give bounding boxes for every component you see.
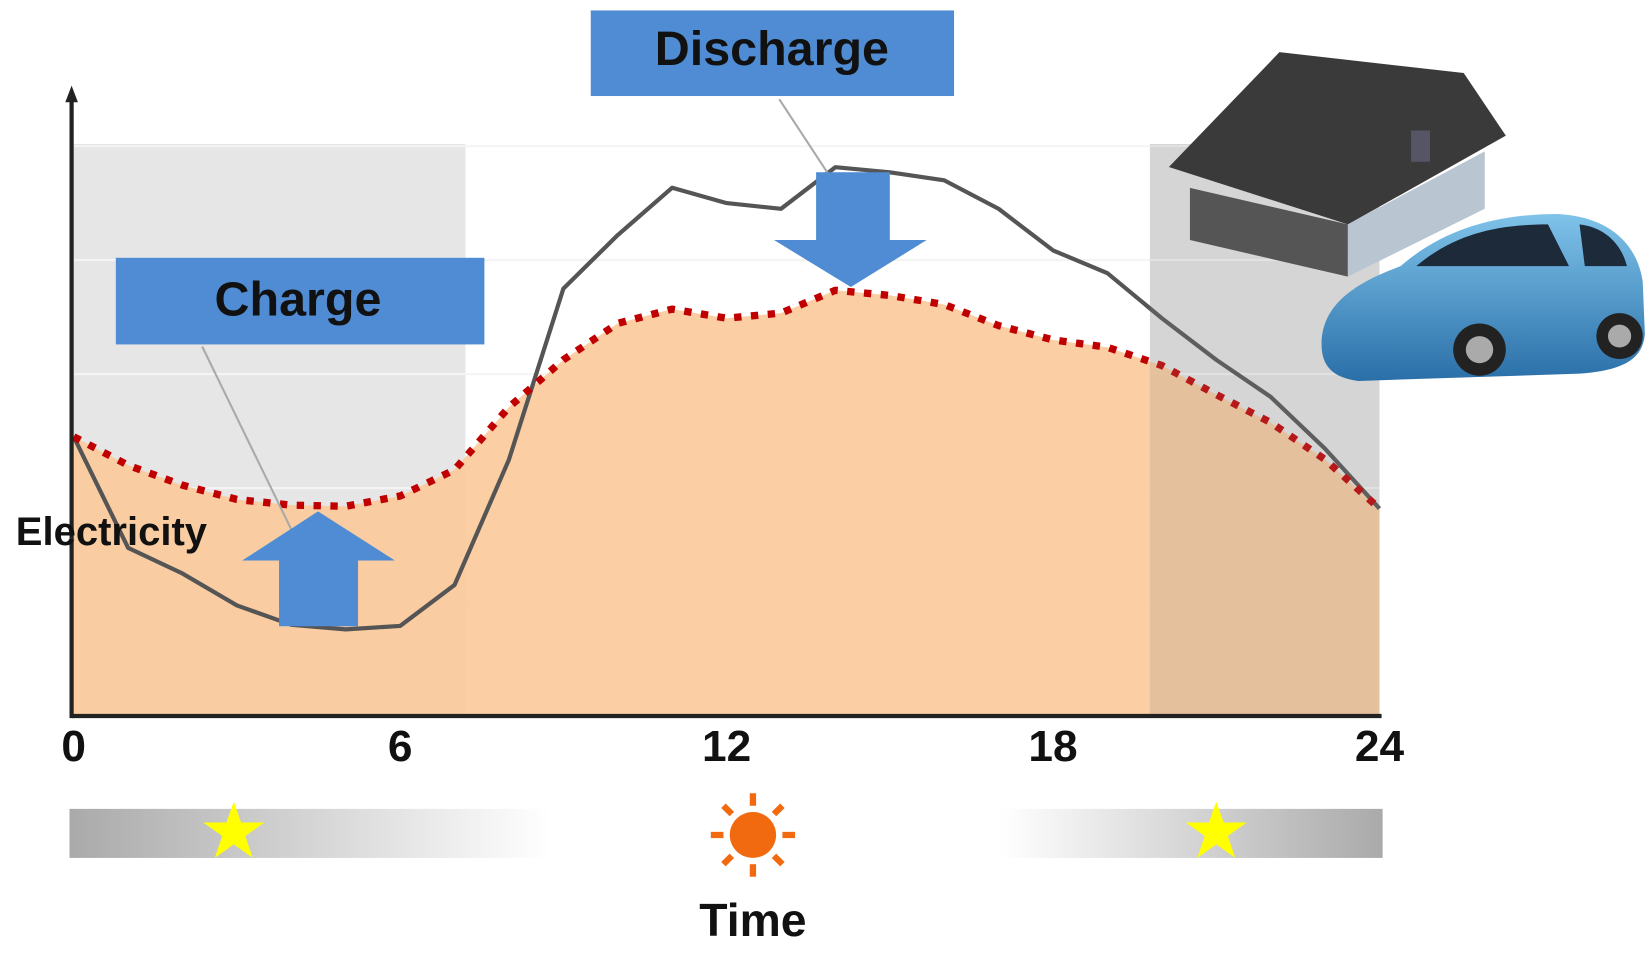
- axis-arrow: [65, 86, 78, 103]
- discharge-label: Discharge: [655, 22, 889, 76]
- sun-icon: [711, 793, 795, 876]
- x-tick-label: 6: [388, 722, 413, 771]
- x-ticks: 0 6 12 18 24: [61, 722, 1404, 771]
- chart: Charge Discharge Electricity 0 6 12 18 24 Ti…: [0, 0, 1648, 955]
- discharge-arrow: [774, 172, 927, 287]
- charge-label: Charge: [215, 273, 382, 327]
- x-tick-label: 18: [1028, 722, 1077, 771]
- x-tick-label: 12: [702, 722, 751, 771]
- x-tick-label: 24: [1355, 722, 1405, 771]
- day-night-bar: [70, 793, 1383, 876]
- discharge-callout: Discharge: [591, 10, 954, 287]
- x-tick-label: 0: [61, 722, 86, 771]
- night-gradient: [1000, 809, 1382, 858]
- sun-disc: [730, 812, 776, 858]
- y-axis-label: Electricity: [16, 510, 207, 554]
- night-gradient: [70, 809, 550, 858]
- x-axis-label: Time: [699, 894, 806, 946]
